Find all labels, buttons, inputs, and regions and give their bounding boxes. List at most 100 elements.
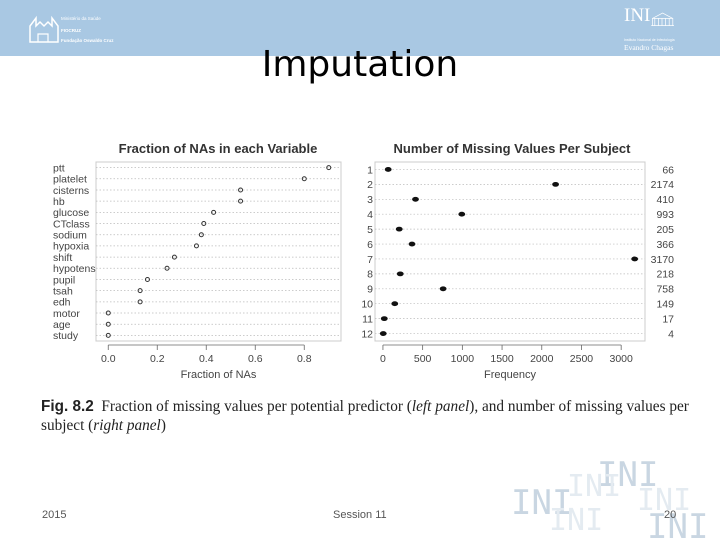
value-label: 993 bbox=[656, 209, 674, 221]
data-point bbox=[238, 187, 244, 193]
figure-caption: Fig. 8.2 Fraction of missing values per … bbox=[41, 397, 691, 435]
category-label: sodium bbox=[53, 230, 87, 242]
category-label: ptt bbox=[53, 162, 65, 174]
ini-subtitle: Instituto Nacional de Infectologia bbox=[624, 38, 675, 42]
data-point bbox=[105, 332, 111, 338]
tick-label: 3000 bbox=[609, 353, 633, 365]
category-label: study bbox=[53, 330, 79, 342]
tick-label: 2000 bbox=[530, 353, 554, 365]
slide-title: Imputation bbox=[261, 44, 459, 85]
right-panel: Number of Missing Values Per Subject 1 66 2… bbox=[361, 141, 674, 381]
category-label: tsah bbox=[53, 285, 73, 297]
value-label: 205 bbox=[656, 224, 674, 236]
data-point bbox=[238, 198, 244, 204]
data-point bbox=[171, 254, 177, 260]
category-label: edh bbox=[53, 297, 71, 309]
category-label: CTclass bbox=[53, 218, 90, 230]
value-label: 758 bbox=[656, 284, 674, 296]
category-label: glucose bbox=[53, 207, 89, 219]
fiocruz-logo-icon bbox=[29, 15, 59, 43]
value-label: 366 bbox=[656, 239, 674, 251]
data-point bbox=[193, 243, 199, 249]
category-label: hypotens bbox=[53, 263, 96, 275]
data-point bbox=[137, 288, 143, 294]
data-point bbox=[631, 256, 639, 262]
ini-watermark: INI INI INI INI INI INI bbox=[511, 455, 708, 540]
data-point bbox=[379, 331, 387, 336]
data-point bbox=[137, 299, 143, 305]
tick-label: 0.2 bbox=[150, 353, 165, 365]
ini-logo-text: INI bbox=[624, 5, 651, 26]
data-point bbox=[380, 316, 388, 322]
category-label: hypoxia bbox=[53, 241, 89, 253]
tick-label: 0 bbox=[380, 353, 386, 365]
category-label: 12 bbox=[361, 328, 373, 340]
watermark-text-1: INI bbox=[597, 455, 658, 495]
tick-label: 0.0 bbox=[101, 353, 116, 365]
ini-building-icon bbox=[651, 12, 674, 26]
category-label: 1 bbox=[367, 164, 373, 176]
category-label: hb bbox=[53, 196, 65, 208]
category-label: pupil bbox=[53, 274, 75, 286]
left-panel: Fraction of NAs in each Variable pttplate… bbox=[53, 141, 342, 381]
data-point bbox=[384, 167, 392, 172]
tick-label: 2500 bbox=[570, 353, 594, 365]
category-label: 10 bbox=[361, 299, 373, 311]
data-point bbox=[105, 321, 111, 327]
caption-right-panel: right panel bbox=[93, 417, 161, 434]
category-label: motor bbox=[53, 308, 80, 320]
footer-session: Session 11 bbox=[333, 509, 387, 521]
footer-year: 2015 bbox=[42, 509, 67, 521]
data-point bbox=[395, 226, 403, 232]
tick-label: 0.8 bbox=[297, 353, 312, 365]
caption-text-a: Fraction of missing values per potential… bbox=[101, 398, 412, 415]
footer-page-number: 20 bbox=[664, 509, 677, 521]
data-point bbox=[408, 241, 416, 247]
tick-label: 0.4 bbox=[199, 353, 214, 365]
category-label: 5 bbox=[367, 224, 373, 236]
data-point bbox=[458, 211, 466, 217]
category-label: 4 bbox=[367, 209, 373, 221]
data-point bbox=[164, 265, 170, 271]
tick-label: 500 bbox=[414, 353, 432, 365]
data-point bbox=[105, 310, 111, 316]
chart-title: Number of Missing Values Per Subject bbox=[394, 141, 632, 156]
category-label: 3 bbox=[367, 194, 373, 206]
caption-left-panel: left panel bbox=[411, 398, 470, 415]
category-label: 8 bbox=[367, 269, 373, 281]
figure-label: Fig. 8.2 bbox=[41, 398, 94, 415]
plot-frame bbox=[95, 161, 342, 342]
watermark-text-3: INI bbox=[567, 469, 621, 504]
fiocruz-fullname: Fundação Oswaldo Cruz bbox=[61, 38, 114, 43]
category-label: 7 bbox=[367, 254, 373, 266]
ministry-name: Ministério da Saúde bbox=[61, 16, 101, 21]
value-label: 3170 bbox=[651, 254, 675, 266]
category-label: 9 bbox=[367, 284, 373, 296]
plot-frame bbox=[374, 161, 646, 342]
tick-label: 0.6 bbox=[248, 353, 263, 365]
data-point bbox=[412, 196, 419, 202]
data-point bbox=[326, 165, 332, 171]
ini-subtitle-2: Evandro Chagas bbox=[624, 43, 674, 52]
watermark-text-4: INI bbox=[637, 483, 691, 518]
category-label: cisterns bbox=[53, 185, 89, 197]
data-point bbox=[211, 209, 217, 215]
data-point bbox=[301, 176, 307, 182]
watermark-text-6: INI bbox=[647, 507, 708, 540]
value-label: 2174 bbox=[651, 179, 675, 191]
fiocruz-name: FIOCRUZ bbox=[61, 28, 81, 33]
header-bar: Ministério da Saúde FIOCRUZ Fundação Osw… bbox=[0, 0, 720, 56]
data-point bbox=[198, 232, 204, 238]
data-point bbox=[201, 221, 207, 227]
x-axis-title: Frequency bbox=[484, 369, 536, 381]
value-label: 410 bbox=[656, 194, 674, 206]
category-label: age bbox=[53, 319, 71, 331]
category-label: shift bbox=[53, 252, 72, 264]
value-label: 218 bbox=[656, 269, 674, 281]
category-label: 2 bbox=[367, 179, 373, 191]
value-label: 4 bbox=[668, 328, 674, 340]
category-label: 11 bbox=[362, 313, 373, 325]
category-label: 6 bbox=[367, 239, 373, 251]
tick-label: 1500 bbox=[490, 353, 514, 365]
